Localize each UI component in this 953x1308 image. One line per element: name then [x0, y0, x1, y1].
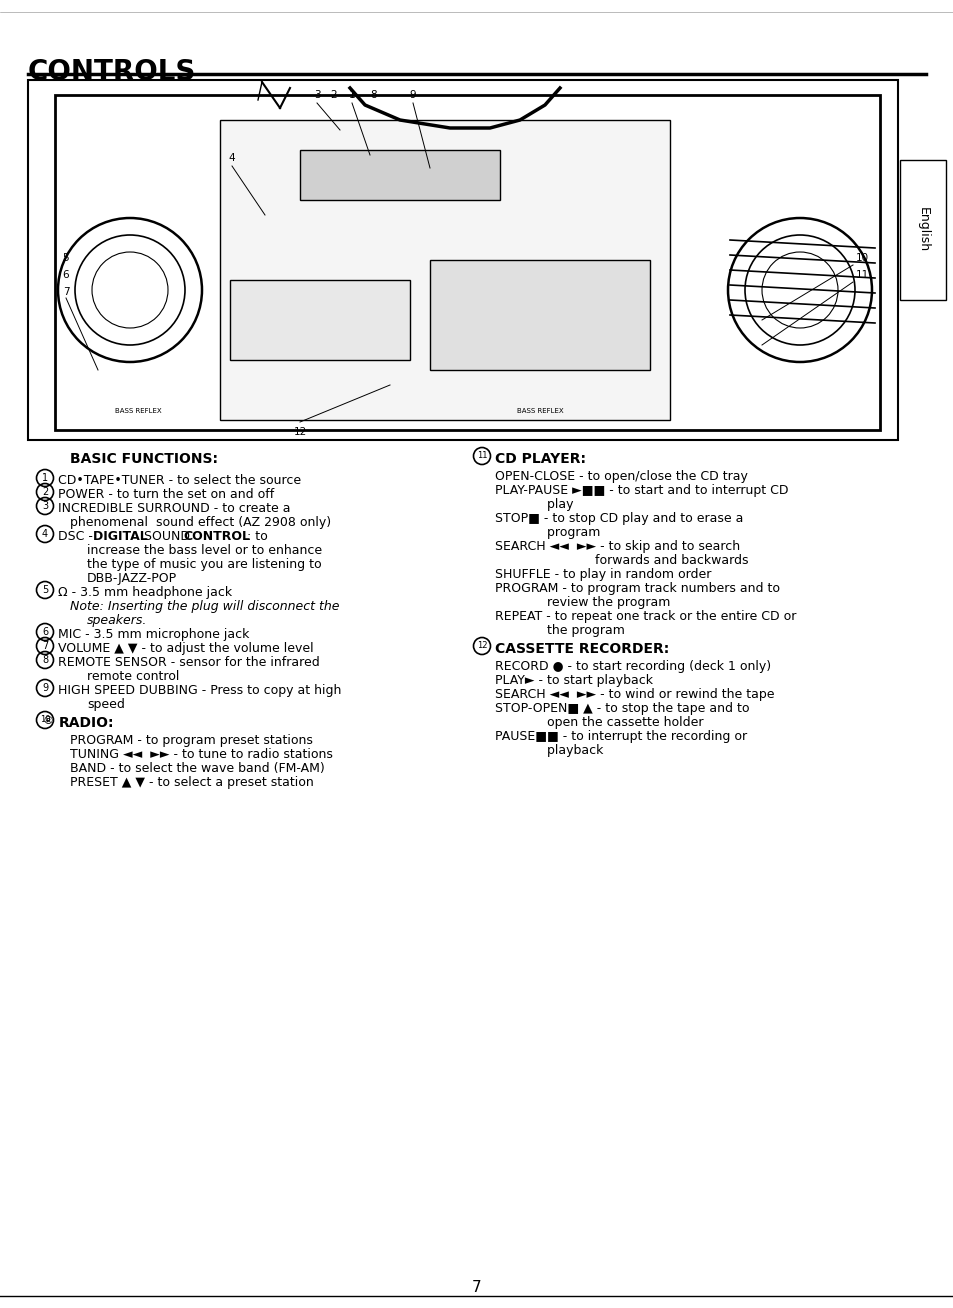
Text: 5: 5 [42, 585, 48, 595]
Text: POWER - to turn the set on and off: POWER - to turn the set on and off [58, 488, 274, 501]
Text: REPEAT - to repeat one track or the entire CD or: REPEAT - to repeat one track or the enti… [495, 610, 796, 623]
Text: playback: playback [495, 744, 602, 757]
Text: speakers.: speakers. [87, 613, 147, 627]
Text: 10: 10 [855, 252, 867, 263]
Text: 5: 5 [63, 252, 70, 263]
Text: BASIC FUNCTIONS:: BASIC FUNCTIONS: [70, 453, 218, 466]
Text: 12: 12 [476, 641, 487, 650]
Text: remote control: remote control [87, 670, 179, 683]
Text: PRESET ▲ ▼ - to select a preset station: PRESET ▲ ▼ - to select a preset station [70, 776, 314, 789]
Text: 12: 12 [294, 426, 306, 437]
Text: Ω - 3.5 mm headphone jack: Ω - 3.5 mm headphone jack [58, 586, 232, 599]
Text: RADIO:: RADIO: [59, 715, 114, 730]
Text: 11: 11 [476, 451, 487, 460]
Text: play: play [495, 498, 573, 511]
Text: speed: speed [87, 698, 125, 712]
Text: 1: 1 [349, 90, 355, 99]
Text: 8: 8 [42, 655, 48, 664]
Text: 9: 9 [409, 90, 416, 99]
Bar [899, 160, 945, 300]
Text: 10: 10 [40, 715, 51, 725]
Text: PLAY► - to start playback: PLAY► - to start playback [495, 674, 652, 687]
Text: open the cassette holder: open the cassette holder [495, 715, 702, 729]
Text: 2: 2 [42, 487, 48, 497]
Text: PAUSE■■ - to interrupt the recording or: PAUSE■■ - to interrupt the recording or [495, 730, 746, 743]
Text: DBB-JAZZ-POP: DBB-JAZZ-POP [87, 572, 177, 585]
Text: review the program: review the program [495, 596, 670, 610]
Bar [299, 150, 499, 200]
Text: 8: 8 [371, 90, 377, 99]
Text: 4: 4 [229, 153, 235, 164]
Bar [55, 95, 879, 430]
Text: BASS REFLEX: BASS REFLEX [114, 408, 161, 415]
Text: CASSETTE RECORDER:: CASSETTE RECORDER: [495, 642, 669, 657]
Text: CONTROLS: CONTROLS [28, 58, 196, 86]
Text: PROGRAM - to program track numbers and to: PROGRAM - to program track numbers and t… [495, 582, 780, 595]
Text: HIGH SPEED DUBBING - Press to copy at high: HIGH SPEED DUBBING - Press to copy at hi… [58, 684, 341, 697]
Text: CONTROL: CONTROL [183, 530, 250, 543]
Text: forwards and backwards: forwards and backwards [495, 555, 748, 566]
Text: 11: 11 [855, 269, 868, 280]
Text: PROGRAM - to program preset stations: PROGRAM - to program preset stations [70, 734, 313, 747]
Text: 2: 2 [331, 90, 337, 99]
Text: MIC - 3.5 mm microphone jack: MIC - 3.5 mm microphone jack [58, 628, 249, 641]
Text: 9: 9 [42, 683, 48, 693]
Text: the program: the program [495, 624, 624, 637]
Text: ®: ® [43, 715, 54, 726]
Text: 7: 7 [472, 1281, 481, 1295]
Text: STOP■ - to stop CD play and to erase a: STOP■ - to stop CD play and to erase a [495, 511, 742, 525]
Text: INCREDIBLE SURROUND - to create a: INCREDIBLE SURROUND - to create a [58, 502, 291, 515]
Bar [220, 120, 669, 420]
Text: 4: 4 [42, 528, 48, 539]
Text: the type of music you are listening to: the type of music you are listening to [87, 559, 321, 572]
Bar [230, 280, 410, 360]
Text: DIGITAL: DIGITAL [92, 530, 152, 543]
Text: program: program [495, 526, 599, 539]
Text: increase the bass level or to enhance: increase the bass level or to enhance [87, 544, 322, 557]
Text: 1: 1 [42, 473, 48, 483]
Text: VOLUME ▲ ▼ - to adjust the volume level: VOLUME ▲ ▼ - to adjust the volume level [58, 642, 314, 655]
Text: STOP-OPEN■ ▲ - to stop the tape and to: STOP-OPEN■ ▲ - to stop the tape and to [495, 702, 749, 715]
Text: 6: 6 [63, 269, 70, 280]
Text: Note: Inserting the plug will disconnect the: Note: Inserting the plug will disconnect… [70, 600, 339, 613]
Text: PLAY-PAUSE ►■■ - to start and to interrupt CD: PLAY-PAUSE ►■■ - to start and to interru… [495, 484, 788, 497]
Text: CD•TAPE•TUNER - to select the source: CD•TAPE•TUNER - to select the source [58, 473, 301, 487]
Text: phenomenal  sound effect (AZ 2908 only): phenomenal sound effect (AZ 2908 only) [70, 515, 331, 528]
Text: 6: 6 [42, 627, 48, 637]
Text: English: English [916, 208, 928, 252]
Text: SHUFFLE - to play in random order: SHUFFLE - to play in random order [495, 568, 711, 581]
Text: 7: 7 [42, 641, 48, 651]
Text: RECORD ● - to start recording (deck 1 only): RECORD ● - to start recording (deck 1 on… [495, 661, 770, 674]
Text: 3: 3 [314, 90, 320, 99]
Text: SEARCH ◄◄  ►► - to skip and to search: SEARCH ◄◄ ►► - to skip and to search [495, 540, 740, 553]
Text: BAND - to select the wave band (FM-AM): BAND - to select the wave band (FM-AM) [70, 763, 324, 776]
Text: CD PLAYER:: CD PLAYER: [495, 453, 585, 466]
Text: BASS REFLEX: BASS REFLEX [517, 408, 562, 415]
Text: : to: : to [247, 530, 268, 543]
Text: TUNING ◄◄  ►► - to tune to radio stations: TUNING ◄◄ ►► - to tune to radio stations [70, 748, 333, 761]
Bar [430, 260, 649, 370]
Text: SOUND: SOUND [144, 530, 193, 543]
Text: 7: 7 [63, 286, 70, 297]
Text: 3: 3 [42, 501, 48, 511]
Text: DSC -: DSC - [58, 530, 97, 543]
Bar [28, 80, 897, 439]
Text: REMOTE SENSOR - sensor for the infrared: REMOTE SENSOR - sensor for the infrared [58, 657, 319, 668]
Text: OPEN-CLOSE - to open/close the CD tray: OPEN-CLOSE - to open/close the CD tray [495, 470, 747, 483]
Text: SEARCH ◄◄  ►► - to wind or rewind the tape: SEARCH ◄◄ ►► - to wind or rewind the tap… [495, 688, 774, 701]
